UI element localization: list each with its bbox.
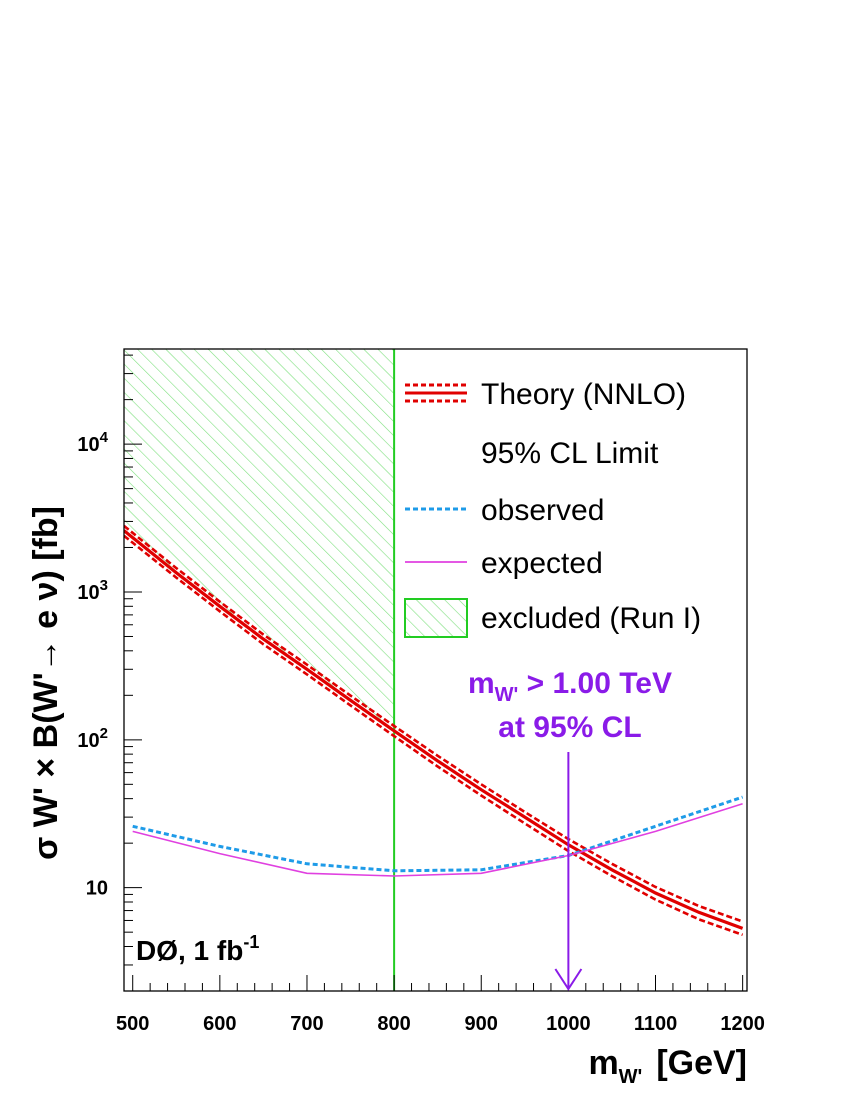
limit-arrow-head [554, 968, 583, 991]
theory-band-curve-2 [124, 534, 744, 937]
x-axis-title: mW' [GeV] [588, 1044, 747, 1088]
y-tick-base: 10 [86, 878, 108, 900]
y-axis-title: σ W' × B(W'→ e ν) [fb] [27, 506, 65, 860]
legend-excluded-swatch [404, 598, 468, 638]
x-tick-label: 700 [290, 1013, 323, 1035]
x-tick-label: 600 [203, 1013, 236, 1035]
x-tick-label: 1100 [634, 1013, 677, 1035]
x-axis-rest: [GeV] [656, 1044, 747, 1082]
y-tick-base: 10 [77, 434, 99, 456]
legend-theory-label: Theory (NNLO) [481, 378, 686, 411]
legend-limit-header: 95% CL Limit [481, 437, 659, 470]
y-tick-label: 10 [86, 878, 108, 900]
excluded-region-hatch [124, 349, 395, 731]
experiment-label-main: DØ, 1 fb [136, 935, 243, 966]
observed-curve [132, 795, 744, 873]
y-tick-exponent: 3 [100, 577, 108, 594]
x-tick-label: 900 [465, 1013, 498, 1035]
legend-expected-label: expected [481, 547, 603, 580]
x-tick-label: 800 [377, 1013, 410, 1035]
theory-band-curve-1 [124, 524, 744, 923]
legend: Theory (NNLO) 95% CL Limit observed expe… [404, 378, 701, 638]
y-tick-base: 10 [77, 730, 99, 752]
limit-annotation-line2: at 95% CL [498, 711, 641, 744]
ann-m: m [468, 667, 495, 700]
x-axis-sub: W' [619, 1066, 643, 1088]
y-tick-label: 103 [77, 577, 108, 604]
legend-excluded-label: excluded (Run I) [481, 602, 701, 635]
x-tick-label: 1200 [720, 1013, 765, 1035]
limit-annotation-line1: mW' > 1.00 TeV [468, 667, 672, 706]
expected-curve [132, 802, 743, 877]
y-tick-label: 104 [77, 429, 108, 456]
y-tick-label: 102 [77, 725, 108, 752]
ann-sub: W' [495, 684, 519, 706]
legend-observed-label: observed [481, 494, 604, 527]
experiment-label-sup: -1 [243, 932, 259, 952]
y-tick-exponent: 2 [100, 725, 108, 742]
x-axis-m: m [588, 1044, 618, 1082]
plot-frame [123, 348, 748, 992]
x-tick-label: 1000 [546, 1013, 591, 1035]
x-tick-label: 500 [116, 1013, 149, 1035]
y-tick-base: 10 [77, 582, 99, 604]
theory-curve [124, 529, 744, 930]
ann-rest: > 1.00 TeV [518, 667, 672, 700]
y-tick-exponent: 4 [100, 429, 109, 446]
experiment-label: DØ, 1 fb-1 [136, 932, 259, 966]
